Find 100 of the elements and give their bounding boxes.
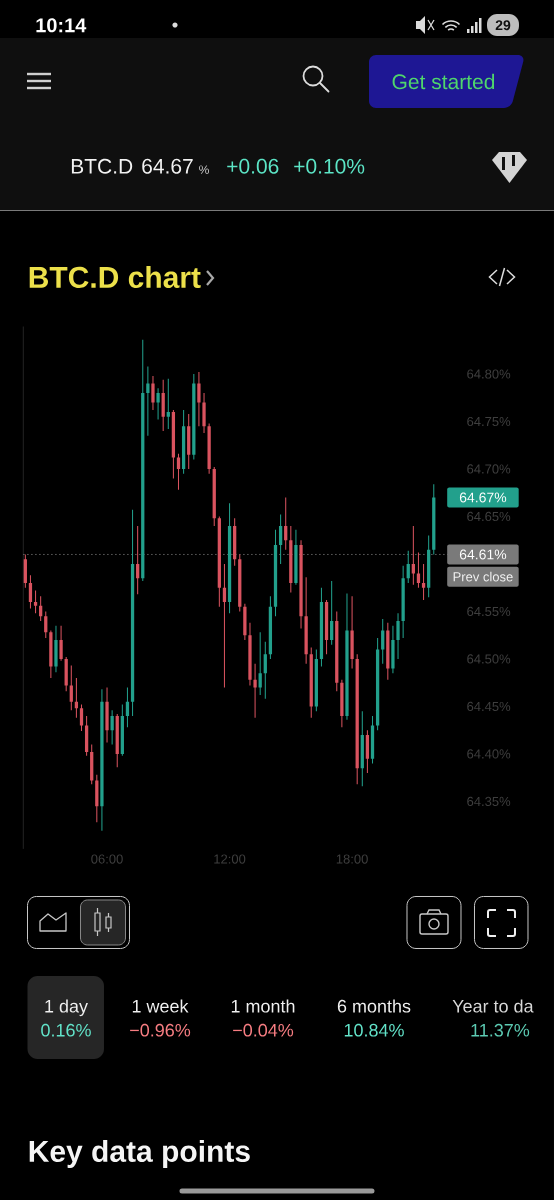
- candlestick: [192, 373, 196, 460]
- candlestick: [340, 679, 344, 728]
- y-tick-label: 64.65%: [467, 511, 511, 522]
- candlestick: [207, 423, 211, 474]
- candlestick: [166, 378, 170, 430]
- candlestick: [95, 774, 99, 823]
- candlestick: [79, 704, 84, 732]
- y-tick-label: 64.45%: [467, 701, 511, 712]
- candlestick: [319, 587, 324, 667]
- candlestick: [227, 503, 232, 614]
- candlestick: [141, 339, 145, 582]
- text: 1 day: [45, 999, 88, 1017]
- candlestick: [125, 687, 130, 728]
- y-tick-label: 64.80%: [467, 369, 511, 379]
- candlestick: [335, 611, 339, 692]
- candlestick: [381, 619, 385, 664]
- candlestick: [69, 665, 73, 711]
- candlestick: [284, 497, 288, 550]
- candlestick: [401, 565, 405, 639]
- candlestick: [396, 613, 400, 659]
- candlestick: [222, 563, 227, 688]
- candlestick: [64, 657, 68, 692]
- candlestick: [263, 641, 267, 699]
- candlestick: [202, 392, 206, 433]
- candlestick: [355, 654, 359, 785]
- candlestick: [33, 590, 38, 614]
- candlestick: [258, 632, 262, 696]
- candlestick: [59, 625, 63, 661]
- text: 1 month: [231, 999, 295, 1013]
- candlestick: [136, 525, 140, 595]
- ref-line-label: Prev close: [453, 571, 513, 582]
- candlestick: [130, 509, 135, 716]
- candlestick: [156, 388, 160, 420]
- candlestick: [330, 581, 334, 645]
- text: 6 months: [337, 999, 411, 1013]
- candlestick: [100, 689, 104, 831]
- x-tick-label: 12:00: [214, 854, 246, 864]
- text: 64.67: [142, 158, 193, 174]
- candlestick: [238, 554, 242, 612]
- candlestick: [411, 525, 415, 585]
- candlestick: [187, 413, 191, 469]
- candlestick: [90, 744, 94, 785]
- x-tick-label: 18:00: [336, 854, 368, 864]
- candlestick: [217, 516, 221, 607]
- candlestick: [115, 714, 119, 768]
- candlestick: [171, 410, 176, 479]
- y-tick-label: 64.50%: [467, 654, 511, 664]
- text: +0.06: [227, 158, 279, 174]
- text: 11.37%: [471, 1023, 530, 1037]
- candlestick: [386, 622, 390, 680]
- candlestick: [243, 603, 247, 640]
- y-tick-label: 64.70%: [467, 464, 511, 474]
- candlestick: [370, 715, 375, 764]
- candlestick: [23, 554, 27, 588]
- candlestick: [345, 593, 349, 720]
- candlestick: [253, 663, 257, 718]
- candlestick: [375, 638, 380, 731]
- candlestick: [197, 372, 201, 427]
- candlestick: [84, 715, 89, 756]
- candlestick: [360, 711, 364, 787]
- candlestick: [294, 529, 298, 585]
- candlestick: [289, 525, 293, 593]
- candlestick: [432, 484, 436, 555]
- candlestick: [273, 529, 278, 617]
- text: Get started: [392, 73, 495, 90]
- text: −0.96%: [130, 1023, 191, 1037]
- candlestick: [248, 622, 252, 686]
- candlestick: [365, 730, 370, 773]
- candlestick: [309, 647, 313, 718]
- candlestick: [212, 467, 216, 526]
- y-tick-label: 64.55%: [467, 606, 511, 617]
- candlestick: [54, 625, 58, 673]
- text: 10.84%: [344, 1023, 404, 1037]
- candlestick: [406, 550, 410, 583]
- text: 29: [495, 20, 511, 31]
- text: 0.16%: [41, 1023, 91, 1037]
- candlestick: [314, 649, 318, 712]
- y-tick-label: 64.40%: [467, 749, 511, 759]
- candlestick: [299, 540, 303, 629]
- text: Key data points: [29, 1139, 250, 1168]
- text: −0.04%: [233, 1023, 294, 1037]
- candlestick: [427, 535, 431, 598]
- candlestick: [161, 379, 165, 431]
- candlestick: [181, 410, 186, 474]
- candlestick: [421, 563, 426, 601]
- candlestick: [110, 710, 114, 745]
- x-tick-label: 06:00: [91, 854, 123, 864]
- candlestick: [268, 596, 273, 659]
- candlestick: [391, 625, 395, 674]
- candlestick: [350, 596, 354, 669]
- candlestick: [28, 575, 33, 609]
- text: 10:14: [36, 18, 87, 33]
- candlestick: [304, 577, 308, 664]
- candlestick: [151, 375, 155, 411]
- candlestick: [74, 677, 79, 718]
- candlestick: [49, 630, 53, 678]
- text: +0.10%: [294, 158, 365, 174]
- candlestick: [233, 518, 237, 566]
- candlestick: [324, 600, 329, 655]
- text: 64.61%: [459, 549, 507, 560]
